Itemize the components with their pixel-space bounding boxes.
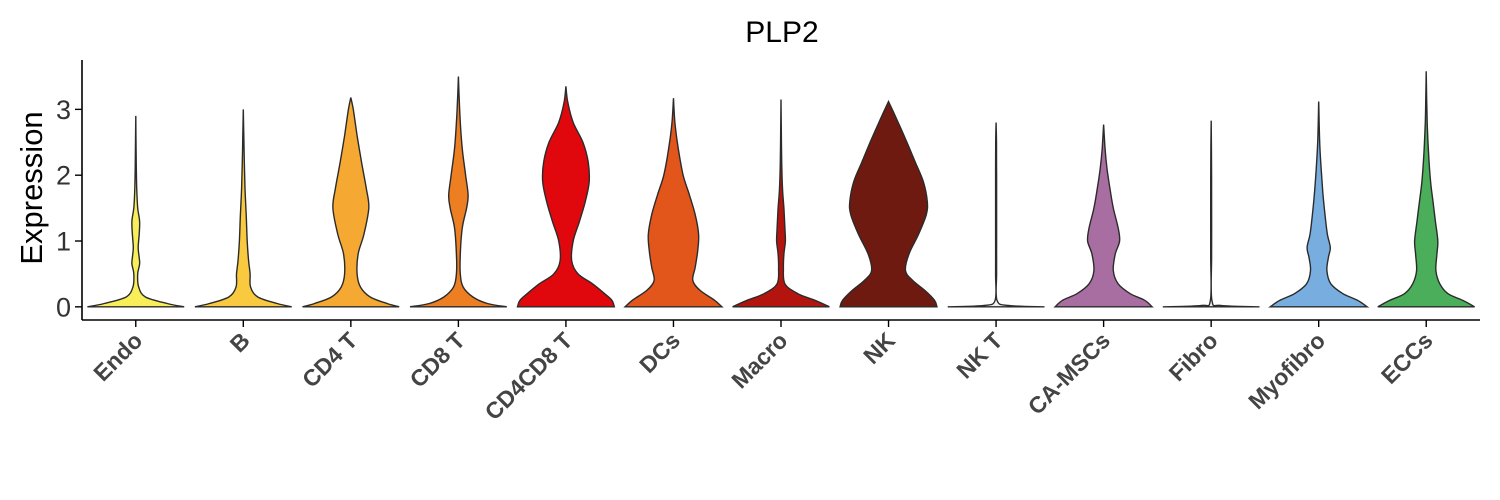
x-tick-label: DCs: [634, 327, 685, 378]
x-tick-label: Endo: [88, 327, 147, 386]
violin-cd8-t: [409, 76, 507, 308]
x-tick-label: ECCs: [1376, 327, 1438, 389]
violin-endo: [87, 115, 185, 308]
violin-cd4cd8-t: [516, 86, 616, 308]
violin-b: [194, 109, 292, 308]
x-tick-label: Myofibro: [1243, 327, 1330, 414]
violins-group: [87, 71, 1475, 308]
y-tick-label: 0: [56, 292, 71, 322]
x-tick-label: Macro: [726, 327, 792, 393]
x-tick-label: B: [225, 327, 255, 357]
x-tick-label: CD8 T: [405, 327, 470, 392]
violin-ca-mscs: [1053, 124, 1154, 308]
violin-dcs: [623, 98, 724, 308]
y-tick-label: 3: [56, 95, 71, 125]
y-ticks-group: 0 1 2 3: [56, 95, 82, 322]
x-ticks-group: Endo B CD4 T CD8 T CD4CD8 T DCs Macro NK NK T CA-…: [88, 320, 1438, 425]
y-tick-label: 1: [56, 227, 71, 257]
y-axis-label: Expression: [14, 111, 49, 264]
violin-myofibro: [1268, 101, 1370, 308]
violin-nk-t: [947, 122, 1045, 308]
x-tick-label: CA-MSCs: [1023, 327, 1115, 419]
x-tick-label: NK: [858, 327, 900, 369]
y-tick-label: 2: [56, 161, 71, 191]
violin-cd4-t: [302, 97, 400, 308]
x-tick-label: CD4CD8 T: [480, 327, 578, 425]
x-tick-label: Fibro: [1164, 327, 1223, 386]
violin-nk: [839, 99, 938, 308]
chart-title: PLP2: [745, 16, 818, 49]
violin-eccs: [1377, 71, 1475, 308]
x-tick-label: CD4 T: [297, 327, 362, 392]
x-tick-label: NK T: [951, 327, 1007, 383]
violin-macro: [732, 99, 830, 308]
violin-fibro: [1162, 120, 1260, 308]
